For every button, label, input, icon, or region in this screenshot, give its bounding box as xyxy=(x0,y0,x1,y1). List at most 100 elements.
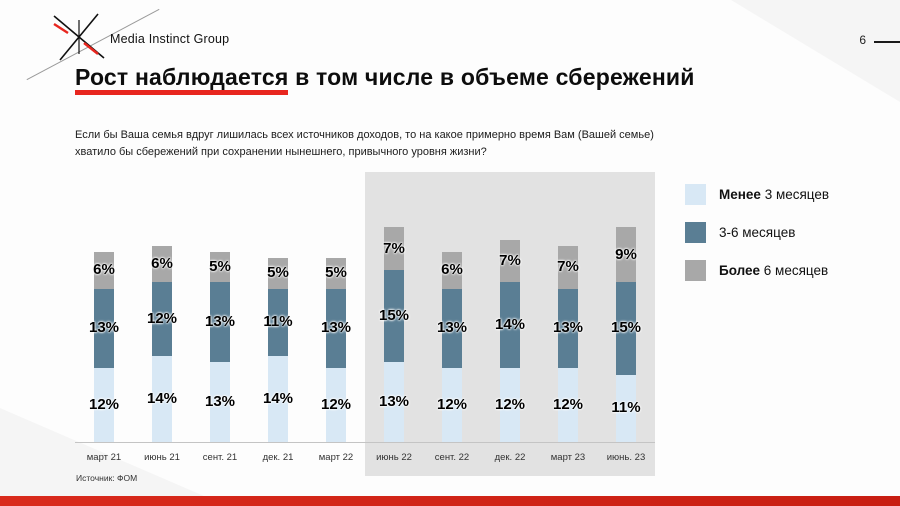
bar-value-label: 15% xyxy=(610,319,642,337)
legend-label-bold: Более xyxy=(719,263,761,278)
bar-value-label: 13% xyxy=(378,393,410,411)
bar-value-label: 7% xyxy=(499,251,521,269)
bar-segment xyxy=(442,251,462,289)
page-title: Рост наблюдается в том числе в объеме сб… xyxy=(75,64,695,95)
bar-value-label: 6% xyxy=(93,261,115,279)
bar-value-label: 12% xyxy=(88,396,120,414)
corner-decoration-top-right xyxy=(731,0,900,102)
bar-segment xyxy=(210,251,230,283)
legend-swatch-less-3-months xyxy=(685,184,706,205)
bar-value-label: 13% xyxy=(552,319,584,337)
bar-value-label: 11% xyxy=(611,399,641,417)
legend-item-3-6-months: 3-6 месяцев xyxy=(685,222,880,243)
bar-value-label: 12% xyxy=(552,396,584,414)
category-label: март 21 xyxy=(86,452,122,463)
category-label: март 23 xyxy=(550,452,586,463)
bar-value-label: 5% xyxy=(267,264,289,282)
category-label: июнь 22 xyxy=(376,452,412,463)
legend-label-rest: 3 месяцев xyxy=(760,187,830,202)
bar-segment xyxy=(152,356,172,442)
bar-segment xyxy=(616,374,636,442)
bar-value-label: 14% xyxy=(146,390,178,408)
legend-label: Менее 3 месяцев xyxy=(719,187,829,202)
legend-label-bold: Менее xyxy=(719,187,761,202)
bar-segment xyxy=(500,282,520,369)
title-highlighted: Рост наблюдается xyxy=(75,64,289,95)
legend-item-more-6-months: Более 6 месяцев xyxy=(685,260,880,281)
bar-value-label: 12% xyxy=(494,396,526,414)
bar-segment xyxy=(152,282,172,357)
bar-segment xyxy=(616,282,636,375)
brand-logo-icon xyxy=(48,10,110,69)
bar-value-label: 15% xyxy=(378,307,410,325)
legend-label-rest: 6 месяцев xyxy=(760,263,829,278)
bar-segment xyxy=(152,245,172,283)
bar-segment xyxy=(616,227,636,283)
bar-segment xyxy=(442,368,462,442)
legend-label: 3-6 месяцев xyxy=(719,225,795,240)
bar-segment xyxy=(268,257,288,289)
bar-segment xyxy=(210,362,230,442)
bar-value-label: 12% xyxy=(436,396,468,414)
x-axis-line xyxy=(75,442,655,443)
plot-area: 12% 13% 6% март 21 14% 12% 6% июнь 21 13% 13% 5% се… xyxy=(75,172,655,476)
bar-segment xyxy=(326,288,346,369)
bar-value-label: 13% xyxy=(204,313,236,331)
bar-segment xyxy=(94,288,114,369)
bar-segment xyxy=(326,368,346,442)
survey-question: Если бы Ваша семья вдруг лишилась всех и… xyxy=(75,129,654,158)
bar-value-label: 13% xyxy=(436,319,468,337)
page-number-line xyxy=(874,41,900,43)
bar-value-label: 12% xyxy=(320,396,352,414)
bar-segment xyxy=(268,356,288,442)
bar-value-label: 7% xyxy=(557,258,579,276)
bar-value-label: 14% xyxy=(262,390,294,408)
bar-segment xyxy=(384,362,404,442)
bar-value-label: 11% xyxy=(263,313,293,331)
category-label: сент. 21 xyxy=(202,452,238,463)
bar-segment xyxy=(558,288,578,369)
stacked-bar-chart: 12% 13% 6% март 21 14% 12% 6% июнь 21 13% 13% 5% се… xyxy=(75,172,655,482)
bar-segment xyxy=(442,288,462,369)
bar-segment xyxy=(384,227,404,271)
bar-value-label: 6% xyxy=(151,255,173,273)
page-number: 6 xyxy=(859,33,866,47)
bar-segment xyxy=(500,239,520,283)
bar-value-label: 13% xyxy=(320,319,352,337)
category-label: дек. 21 xyxy=(262,452,294,463)
brand-name: Media Instinct Group xyxy=(110,32,230,46)
bar-segment xyxy=(558,245,578,289)
bar-segment xyxy=(268,288,288,357)
legend-swatch-more-6-months xyxy=(685,260,706,281)
category-label: июнь 21 xyxy=(144,452,180,463)
bar-segment xyxy=(384,270,404,363)
bar-segment xyxy=(500,368,520,442)
bar-value-label: 7% xyxy=(383,239,405,257)
bar-value-label: 6% xyxy=(441,261,463,279)
bar-value-label: 13% xyxy=(88,319,120,337)
source-note: Источник: ФОМ xyxy=(76,473,138,483)
category-label: сент. 22 xyxy=(434,452,470,463)
bar-value-label: 12% xyxy=(146,310,178,328)
legend-label: Более 6 месяцев xyxy=(719,263,828,278)
bar-value-label: 5% xyxy=(209,258,231,276)
category-label: март 22 xyxy=(318,452,354,463)
bar-segment xyxy=(94,368,114,442)
bar-segment xyxy=(210,282,230,363)
category-label: июнь. 23 xyxy=(606,452,646,463)
bar-value-label: 14% xyxy=(494,316,526,334)
bar-value-label: 9% xyxy=(615,245,637,263)
legend-swatch-3-6-months xyxy=(685,222,706,243)
legend-label-rest: 3-6 месяцев xyxy=(719,225,796,240)
bar-segment xyxy=(558,368,578,442)
bar-value-label: 13% xyxy=(204,393,236,411)
chart-legend: Менее 3 месяцев 3-6 месяцев Более 6 меся… xyxy=(685,184,880,298)
bar-segment xyxy=(326,257,346,289)
legend-item-less-3-months: Менее 3 месяцев xyxy=(685,184,880,205)
footer-accent-bar xyxy=(0,496,900,506)
bar-value-label: 5% xyxy=(325,264,347,282)
bar-segment xyxy=(94,251,114,289)
title-rest: в том числе в объеме сбережений xyxy=(288,64,695,90)
category-label: дек. 22 xyxy=(494,452,526,463)
